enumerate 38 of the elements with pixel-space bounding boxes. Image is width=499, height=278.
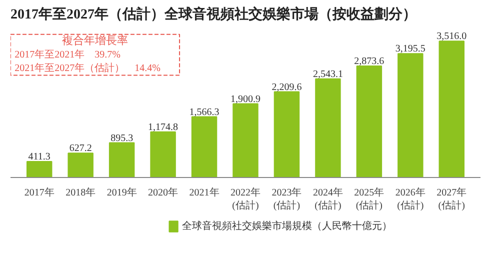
data-label: 3,516.0 xyxy=(436,31,467,42)
data-label: 2,209.6 xyxy=(272,82,302,93)
data-label: 2,873.6 xyxy=(354,56,384,68)
bar xyxy=(356,66,382,178)
bar xyxy=(438,40,465,178)
data-label: 895.3 xyxy=(110,132,134,144)
x-tick-label: 2025年 (估計) xyxy=(354,186,384,212)
data-label: 1,566.3 xyxy=(189,106,220,118)
data-label: 411.3 xyxy=(28,152,50,163)
x-tick-label: 2018年 xyxy=(66,186,96,198)
data-label: 627.2 xyxy=(69,143,92,154)
x-tick-label: 2019年 xyxy=(106,186,137,198)
x-tick-label: 2021年 xyxy=(189,186,220,198)
annotation: 2021年至2027年（估計） 14.4% xyxy=(14,62,160,74)
bar xyxy=(398,53,424,178)
x-tick-label: 2022年 (估計) xyxy=(230,186,260,212)
annotation: 複合年增長率 xyxy=(62,34,128,48)
bar xyxy=(68,152,94,178)
x-tick-label: 2017年 xyxy=(24,186,54,198)
bar xyxy=(191,116,218,178)
chart-title: 2017年至2027年（估計）全球音視頻社交娛樂市場（按收益劃分） xyxy=(10,6,416,22)
annotation: 2017年至2021年 39.7% xyxy=(14,48,120,60)
x-tick-label: 2023年 (估計) xyxy=(272,186,302,212)
bar xyxy=(315,78,341,178)
x-tick-label: 2020年 xyxy=(148,186,178,198)
bar xyxy=(150,131,176,178)
bar xyxy=(108,142,135,178)
bar xyxy=(232,103,258,178)
x-tick-label: 2024年 (估計) xyxy=(312,186,343,212)
bar xyxy=(274,91,300,178)
legend-label: 全球音視頻社交娛樂市場規模（人民幣十億元） xyxy=(182,220,392,232)
data-label: 2,543.1 xyxy=(312,68,343,80)
bar xyxy=(26,161,52,178)
x-tick-label: 2027年 (估計) xyxy=(436,186,467,212)
data-label: 3,195.5 xyxy=(395,44,426,55)
data-label: 1,900.9 xyxy=(230,94,260,105)
x-tick-label: 2026年 (估計) xyxy=(395,186,426,212)
data-label: 1,174.8 xyxy=(148,122,178,133)
